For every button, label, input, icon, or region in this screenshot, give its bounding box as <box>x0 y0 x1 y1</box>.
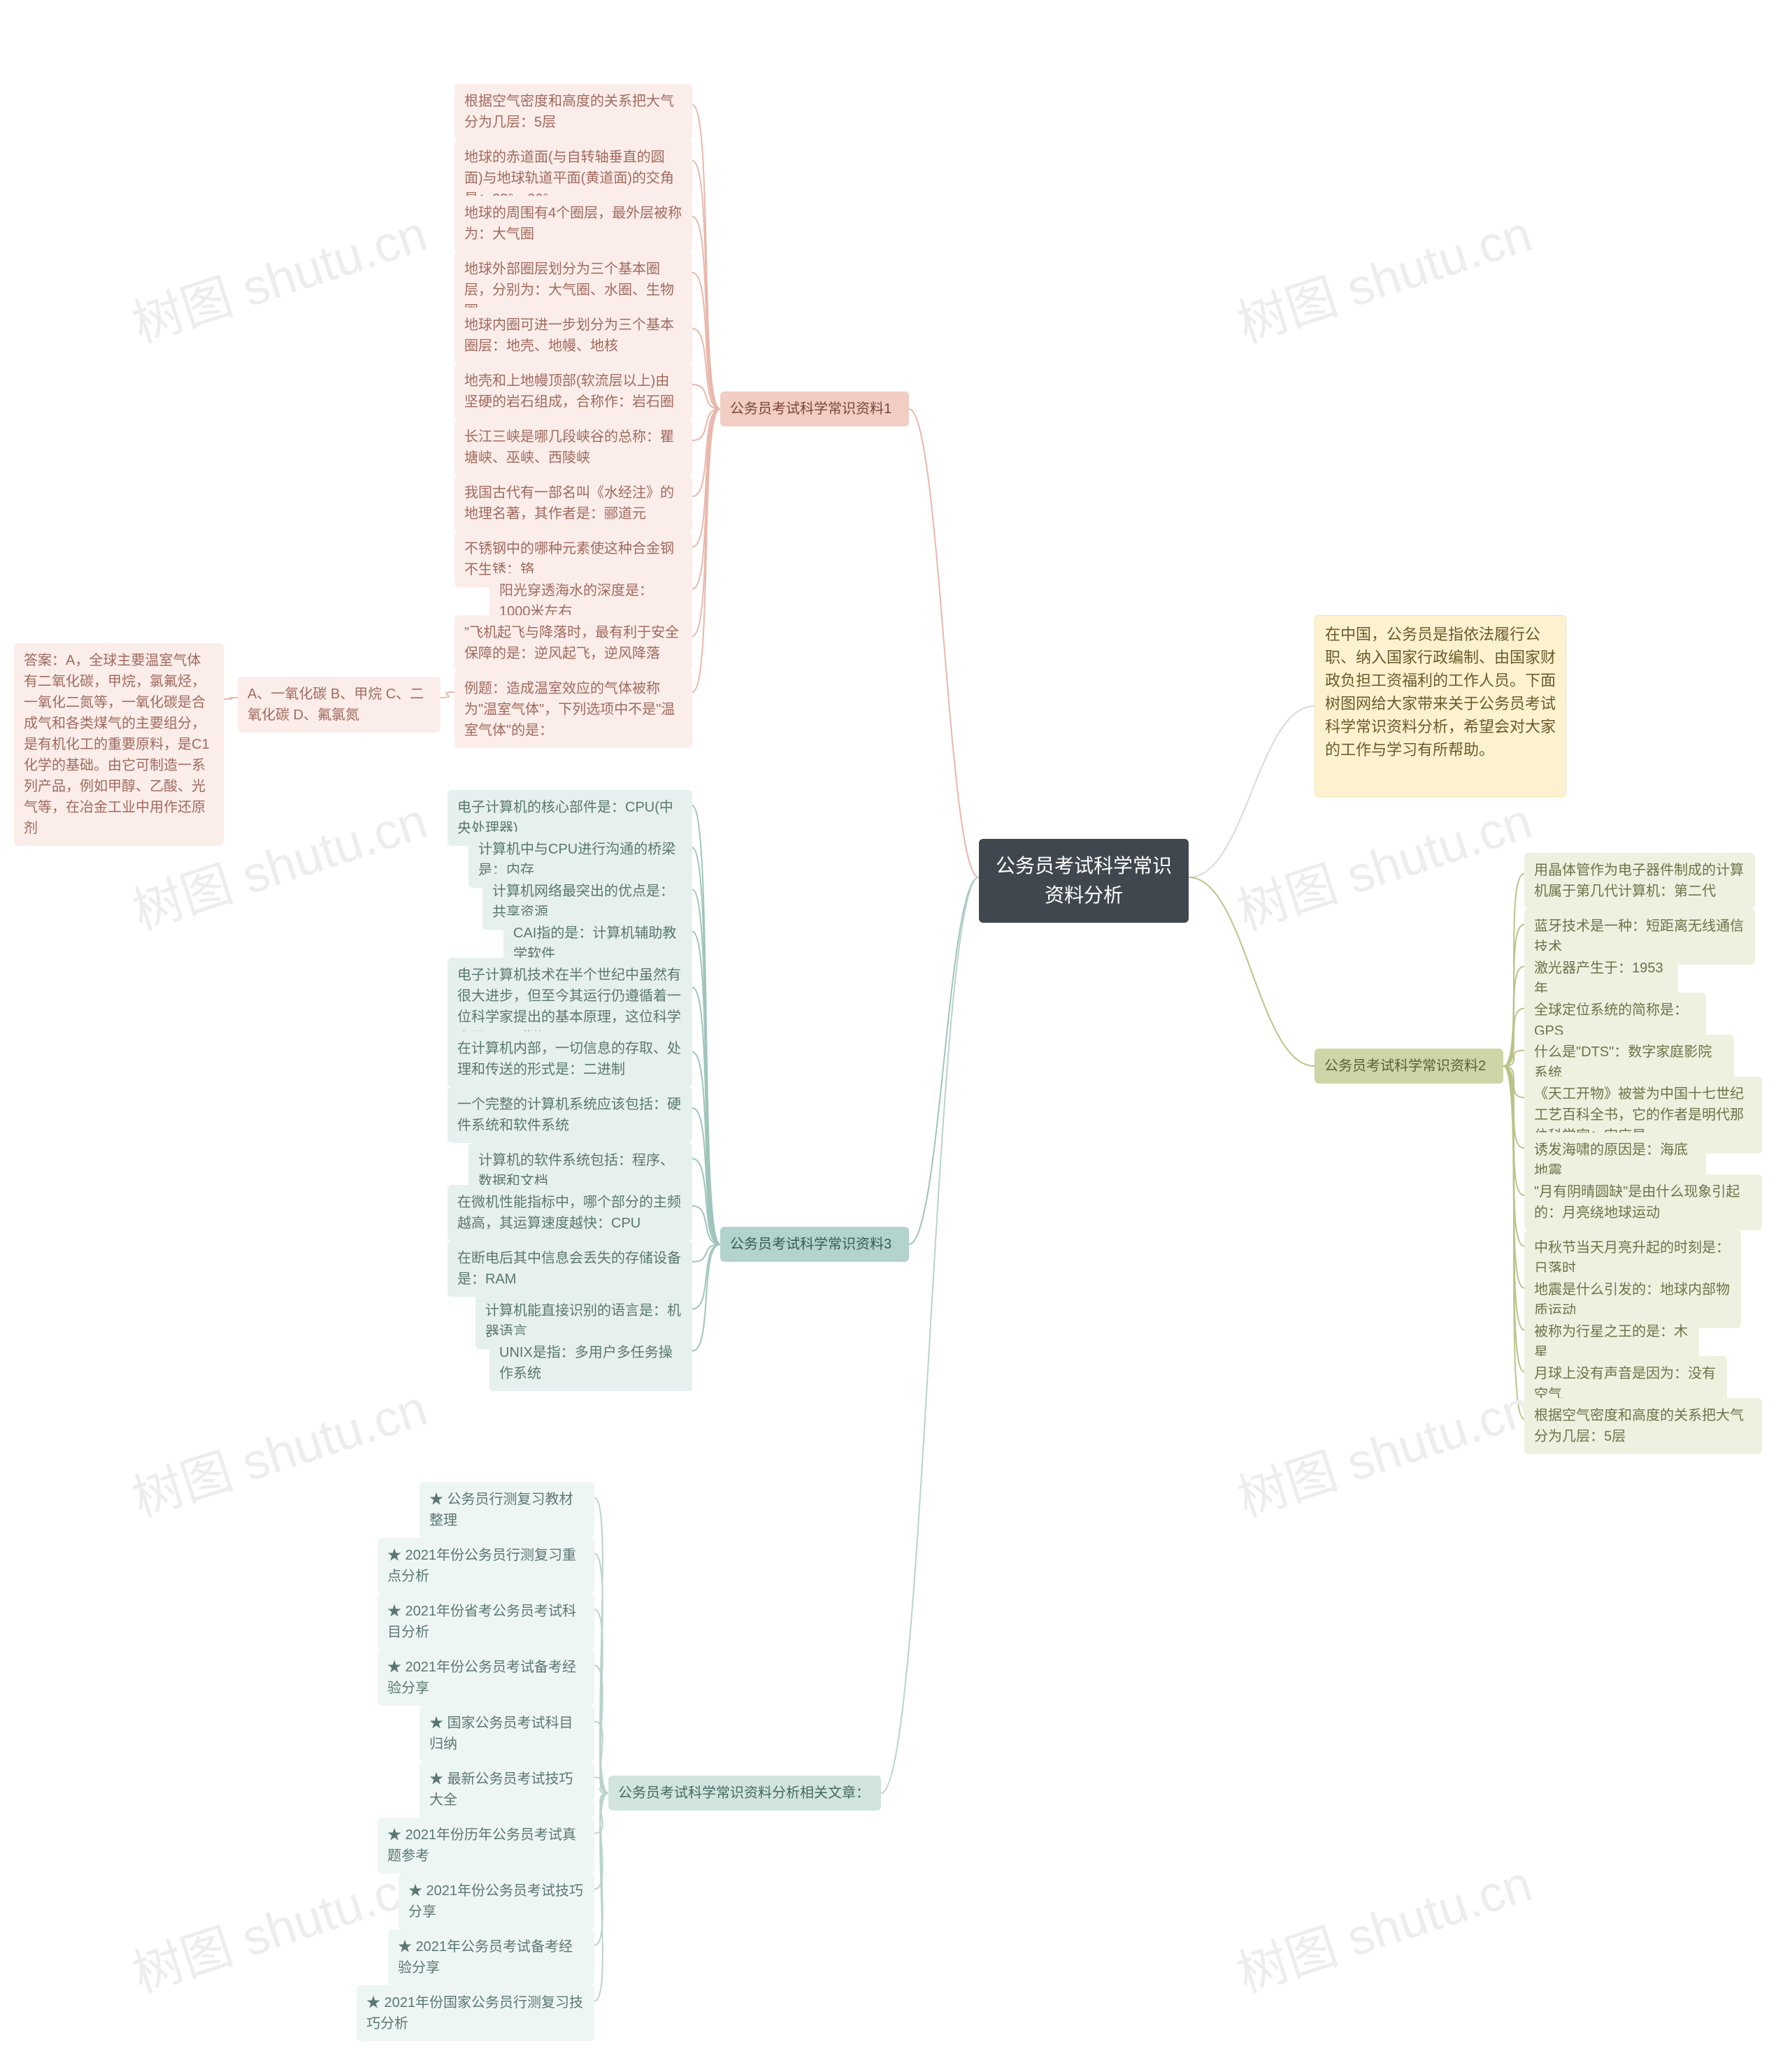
edge-s2-s2_4 <box>1503 1009 1524 1067</box>
node-intro[interactable]: 在中国，公务员是指依法履行公职、纳入国家行政编制、由国家财政负担工资福利的工作人… <box>1315 615 1566 797</box>
node-r_5[interactable]: ★ 国家公务员考试科目归纳 <box>420 1706 594 1762</box>
watermark: 树图 shutu.cn <box>1226 1842 1539 2006</box>
edge-root-s1 <box>909 409 979 877</box>
node-r_1[interactable]: ★ 公务员行测复习教材整理 <box>420 1482 594 1538</box>
node-r_4[interactable]: ★ 2021年份公务员考试备考经验分享 <box>378 1650 594 1706</box>
node-s1_8[interactable]: 我国古代有一部名叫《水经注》的地理名著，其作者是：郦道元 <box>454 475 692 531</box>
node-s1_11[interactable]: "飞机起飞与降落时，最有利于安全保障的是：逆风起飞，逆风降落 <box>454 615 692 671</box>
node-r_9[interactable]: ★ 2021年公务员考试备考经验分享 <box>388 1929 594 1985</box>
edge-s3-s3_1 <box>692 806 720 1245</box>
watermark: 树图 shutu.cn <box>122 192 434 357</box>
node-s1_3[interactable]: 地球的周围有4个圈层，最外层被称为：大气圈 <box>454 196 692 252</box>
edge-s1-s1_11 <box>692 409 720 636</box>
edge-layer <box>0 0 1790 2072</box>
edge-root-intro <box>1189 706 1315 877</box>
node-r_3[interactable]: ★ 2021年份省考公务员考试科目分析 <box>378 1594 594 1650</box>
watermark: 树图 shutu.cn <box>1226 779 1539 944</box>
watermark: 树图 shutu.cn <box>122 1367 434 1531</box>
node-s3_12[interactable]: UNIX是指：多用户多任务操作系统 <box>489 1335 692 1391</box>
node-s3_9[interactable]: 在微机性能指标中，哪个部分的主频越高，其运算速度越快：CPU <box>448 1185 692 1241</box>
edge-s2-s2_8 <box>1503 1066 1524 1195</box>
edge-s3-s3_8 <box>692 1159 720 1245</box>
node-s1_12b[interactable]: 答案：A，全球主要温室气体有二氧化碳，甲烷，氯氟烃，一氧化二氮等，一氧化碳是合成… <box>14 643 224 846</box>
edge-s2-s2_10 <box>1503 1066 1524 1288</box>
edge-s1-s1_5 <box>692 329 720 409</box>
edge-rel-r_4 <box>594 1666 608 1794</box>
node-s3_6[interactable]: 在计算机内部，一切信息的存取、处理和传送的形式是：二进制 <box>448 1031 692 1087</box>
edge-s3-s3_5 <box>692 988 720 1245</box>
edge-rel-r_2 <box>594 1554 608 1794</box>
edge-s1_12a-s1_12b <box>224 698 238 699</box>
edge-s3-s3_2 <box>692 848 720 1245</box>
node-s1_5[interactable]: 地球内圈可进一步划分为三个基本圈层：地壳、地幔、地核 <box>454 308 692 364</box>
watermark: 树图 shutu.cn <box>1226 1367 1539 1531</box>
edge-s2-s2_9 <box>1503 1066 1524 1246</box>
node-r_2[interactable]: ★ 2021年份公务员行测复习重点分析 <box>378 1538 594 1594</box>
edge-s1-s1_2 <box>692 161 720 409</box>
edge-s1-s1_12 <box>692 409 720 692</box>
edge-s1-s1_4 <box>692 273 720 409</box>
edge-s3-s3_4 <box>692 932 720 1245</box>
node-s3[interactable]: 公务员考试科学常识资料3 <box>720 1227 909 1262</box>
edge-s1-s1_9 <box>692 409 720 547</box>
edge-s3-s3_11 <box>692 1244 720 1309</box>
node-r_10[interactable]: ★ 2021年份国家公务员行测复习技巧分析 <box>357 1985 594 2041</box>
node-r_8[interactable]: ★ 2021年份公务员考试技巧分享 <box>399 1873 594 1929</box>
node-s2_8[interactable]: "月有阴晴圆缺"是由什么现象引起的：月亮绕地球运动 <box>1524 1174 1762 1230</box>
edge-s1-s1_7 <box>692 409 720 440</box>
edge-s3-s3_6 <box>692 1052 720 1244</box>
edge-s2-s2_11 <box>1503 1066 1524 1330</box>
edge-s2-s2_1 <box>1503 874 1524 1066</box>
edge-root-rel <box>881 877 979 1793</box>
edge-root-s2 <box>1189 877 1315 1066</box>
edge-rel-r_6 <box>594 1778 608 1794</box>
node-r_7[interactable]: ★ 2021年份历年公务员考试真题参考 <box>378 1818 594 1873</box>
node-s2[interactable]: 公务员考试科学常识资料2 <box>1315 1049 1503 1084</box>
edge-rel-r_8 <box>594 1793 608 1890</box>
edge-rel-r_7 <box>594 1793 608 1834</box>
edge-rel-r_3 <box>594 1610 608 1794</box>
watermark: 树图 shutu.cn <box>1226 192 1539 357</box>
node-s2_1[interactable]: 用晶体管作为电子器件制成的计算机属于第几代计算机：第二代 <box>1524 853 1755 909</box>
edge-s2-s2_7 <box>1503 1066 1524 1149</box>
node-s1_6[interactable]: 地壳和上地幔顶部(软流层以上)由坚硬的岩石组成，合称作：岩石圈 <box>454 364 692 419</box>
node-s3_7[interactable]: 一个完整的计算机系统应该包括：硬件系统和软件系统 <box>448 1087 692 1143</box>
node-s1_12[interactable]: 例题：造成温室效应的气体被称为"温室气体"，下列选项中不是"温室气体"的是： <box>454 671 692 748</box>
node-r_6[interactable]: ★ 最新公务员考试技巧大全 <box>420 1762 594 1818</box>
edge-s3-s3_3 <box>692 890 720 1245</box>
edge-s3-s3_7 <box>692 1108 720 1244</box>
edge-s1-s1_6 <box>692 384 720 409</box>
edge-rel-r_9 <box>594 1793 608 1945</box>
node-s1_7[interactable]: 长江三峡是哪几段峡谷的总称：瞿塘峡、巫峡、西陵峡 <box>454 419 692 475</box>
edge-s1-s1_1 <box>692 105 720 409</box>
edge-s1-s1_8 <box>692 409 720 496</box>
node-s1[interactable]: 公务员考试科学常识资料1 <box>720 391 909 426</box>
edge-s1-s1_3 <box>692 217 720 409</box>
edge-s2-s2_13 <box>1503 1066 1524 1419</box>
edge-s3-s3_9 <box>692 1206 720 1244</box>
node-root[interactable]: 公务员考试科学常识资料分析 <box>979 839 1189 923</box>
node-s1_1[interactable]: 根据空气密度和高度的关系把大气分为几层：5层 <box>454 84 692 140</box>
edge-rel-r_1 <box>594 1498 608 1794</box>
edge-s2-s2_5 <box>1503 1051 1524 1067</box>
edge-rel-r_10 <box>594 1793 608 2001</box>
edge-s3-s3_12 <box>692 1244 720 1351</box>
edge-s1_12-s1_12a <box>441 692 454 698</box>
edge-s2-s2_6 <box>1503 1066 1524 1098</box>
node-s1_12a[interactable]: A、一氧化碳 B、甲烷 C、二氧化碳 D、氟氯氮 <box>238 677 441 733</box>
node-s2_13[interactable]: 根据空气密度和高度的关系把大气分为几层：5层 <box>1524 1398 1762 1454</box>
mindmap-stage: 树图 shutu.cn 树图 shutu.cn 树图 shutu.cn 树图 shut… <box>0 0 1790 2072</box>
edge-s2-s2_2 <box>1503 925 1524 1067</box>
node-s3_10[interactable]: 在断电后其中信息会丢失的存储设备是：RAM <box>448 1241 692 1297</box>
edge-s1-s1_10 <box>692 409 720 589</box>
edge-s2-s2_3 <box>1503 967 1524 1067</box>
edge-s2-s2_12 <box>1503 1066 1524 1372</box>
edge-root-s3 <box>909 877 979 1244</box>
edge-rel-r_5 <box>594 1722 608 1794</box>
node-rel[interactable]: 公务员考试科学常识资料分析相关文章： <box>608 1776 881 1811</box>
edge-s3-s3_10 <box>692 1244 720 1262</box>
